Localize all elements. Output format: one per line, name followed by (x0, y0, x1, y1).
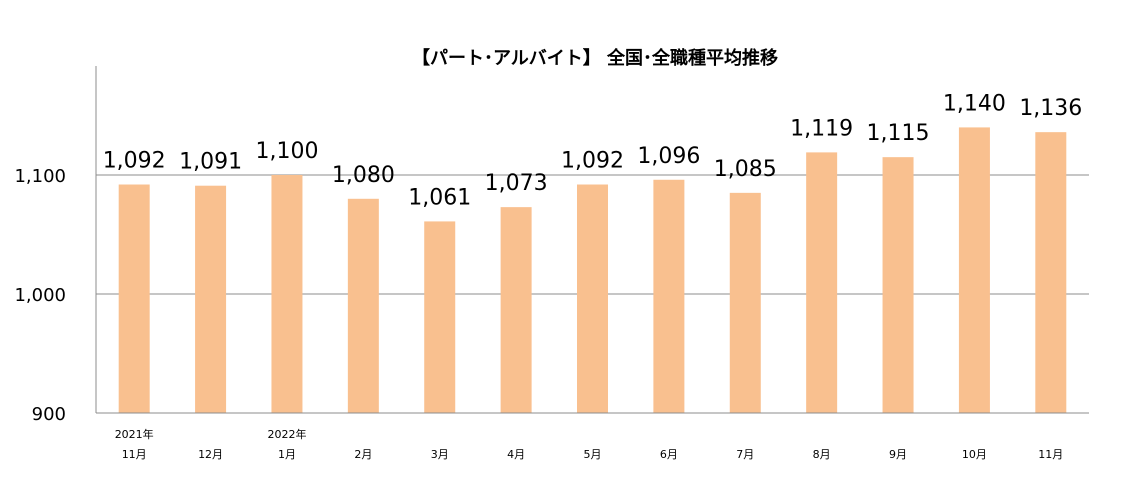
bar (577, 184, 608, 413)
data-label: 1,096 (637, 144, 700, 169)
data-label: 1,119 (790, 116, 853, 141)
data-label: 1,080 (332, 163, 395, 188)
bar (653, 179, 685, 413)
bar (729, 192, 761, 413)
x-tick-label: 1月 (278, 448, 296, 461)
x-tick-label: 9月 (889, 448, 907, 461)
data-label: 1,061 (408, 185, 471, 210)
data-label: 1,115 (867, 121, 930, 146)
axes (95, 66, 1089, 414)
bar (806, 152, 838, 413)
x-tick-labels: 2021年 11月 12月 2022年 1月 2月 3月 4月 5月 6月 7月 8月 9月 10月 11月 (115, 427, 1064, 461)
chart-title: 【パート･アルバイト】 全国･全職種平均推移 (412, 47, 778, 69)
bar (271, 175, 303, 413)
data-label: 1,140 (943, 91, 1006, 116)
data-label: 1,073 (485, 171, 548, 196)
y-tick-label: 1,000 (14, 285, 66, 306)
data-labels: 1,092 1,091 1,100 1,080 1,061 1,073 1,092 1,096… (103, 91, 1083, 210)
x-tick-label-year: 2022年 (267, 427, 306, 441)
bar (195, 185, 227, 413)
y-tick-label: 900 (32, 404, 66, 425)
y-tick-labels: 900 1,000 1,100 (14, 166, 66, 425)
bar (500, 207, 532, 413)
bar (882, 157, 914, 413)
y-tick-label: 1,100 (14, 166, 66, 187)
data-label: 1,136 (1019, 96, 1082, 121)
bar (424, 221, 456, 413)
x-tick-label: 7月 (736, 448, 754, 461)
x-tick-label: 2月 (354, 448, 372, 461)
data-label: 1,100 (255, 139, 318, 164)
x-tick-label-year: 2021年 (115, 427, 154, 441)
bar (958, 127, 990, 414)
bar (347, 198, 379, 413)
bars (118, 127, 1067, 414)
x-tick-label: 11月 (1038, 448, 1063, 461)
x-tick-label: 11月 (122, 448, 147, 461)
x-tick-label: 12月 (198, 448, 223, 461)
x-tick-label: 6月 (660, 448, 678, 461)
data-label: 1,091 (179, 150, 242, 175)
data-label: 1,092 (561, 149, 624, 174)
bar (1035, 132, 1067, 413)
x-tick-label: 5月 (584, 448, 602, 461)
x-tick-label: 10月 (962, 448, 987, 461)
bar (118, 184, 150, 413)
x-tick-label: 4月 (507, 448, 525, 461)
x-tick-label: 3月 (431, 448, 449, 461)
x-tick-label: 8月 (813, 448, 831, 461)
data-label: 1,092 (103, 149, 166, 174)
data-label: 1,085 (714, 157, 777, 182)
